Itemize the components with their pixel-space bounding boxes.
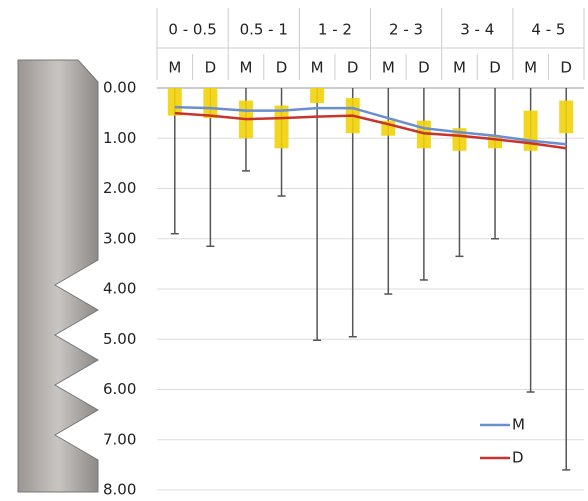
threaded-part (18, 60, 98, 492)
column-label: M (524, 59, 537, 77)
column-label: M (168, 59, 181, 77)
y-tick-label: 5.00 (103, 330, 136, 348)
y-tick-label: 6.00 (103, 380, 136, 398)
column-label: M (453, 59, 466, 77)
box (168, 88, 182, 116)
group-label: 2 - 3 (389, 21, 423, 39)
series-line (175, 113, 566, 148)
column-label: M (382, 59, 395, 77)
group-label: 0 - 0.5 (168, 21, 216, 39)
column-label: D (205, 59, 217, 77)
group-label: 0.5 - 1 (240, 21, 288, 39)
y-tick-label: 4.00 (103, 280, 136, 298)
box (275, 106, 289, 149)
legend-label: M (512, 416, 525, 434)
column-label: M (311, 59, 324, 77)
column-label: D (276, 59, 288, 77)
y-tick-label: 8.00 (103, 481, 136, 499)
column-label: D (560, 59, 572, 77)
group-label: 3 - 4 (460, 21, 494, 39)
group-label: 4 - 5 (531, 21, 565, 39)
box (203, 88, 217, 118)
group-label: 1 - 2 (318, 21, 352, 39)
column-label: D (489, 59, 501, 77)
y-tick-label: 7.00 (103, 430, 136, 448)
column-label: D (418, 59, 430, 77)
legend-label: D (512, 449, 524, 467)
box (559, 101, 573, 134)
y-tick-label: 3.00 (103, 229, 136, 247)
column-label: M (239, 59, 252, 77)
box (310, 88, 324, 103)
chart: 0 - 0.50.5 - 11 - 22 - 33 - 44 - 5MDMDMD… (0, 0, 588, 501)
column-label: D (347, 59, 359, 77)
y-tick-label: 2.00 (103, 179, 136, 197)
y-tick-label: 0.00 (103, 79, 136, 97)
y-tick-label: 1.00 (103, 129, 136, 147)
